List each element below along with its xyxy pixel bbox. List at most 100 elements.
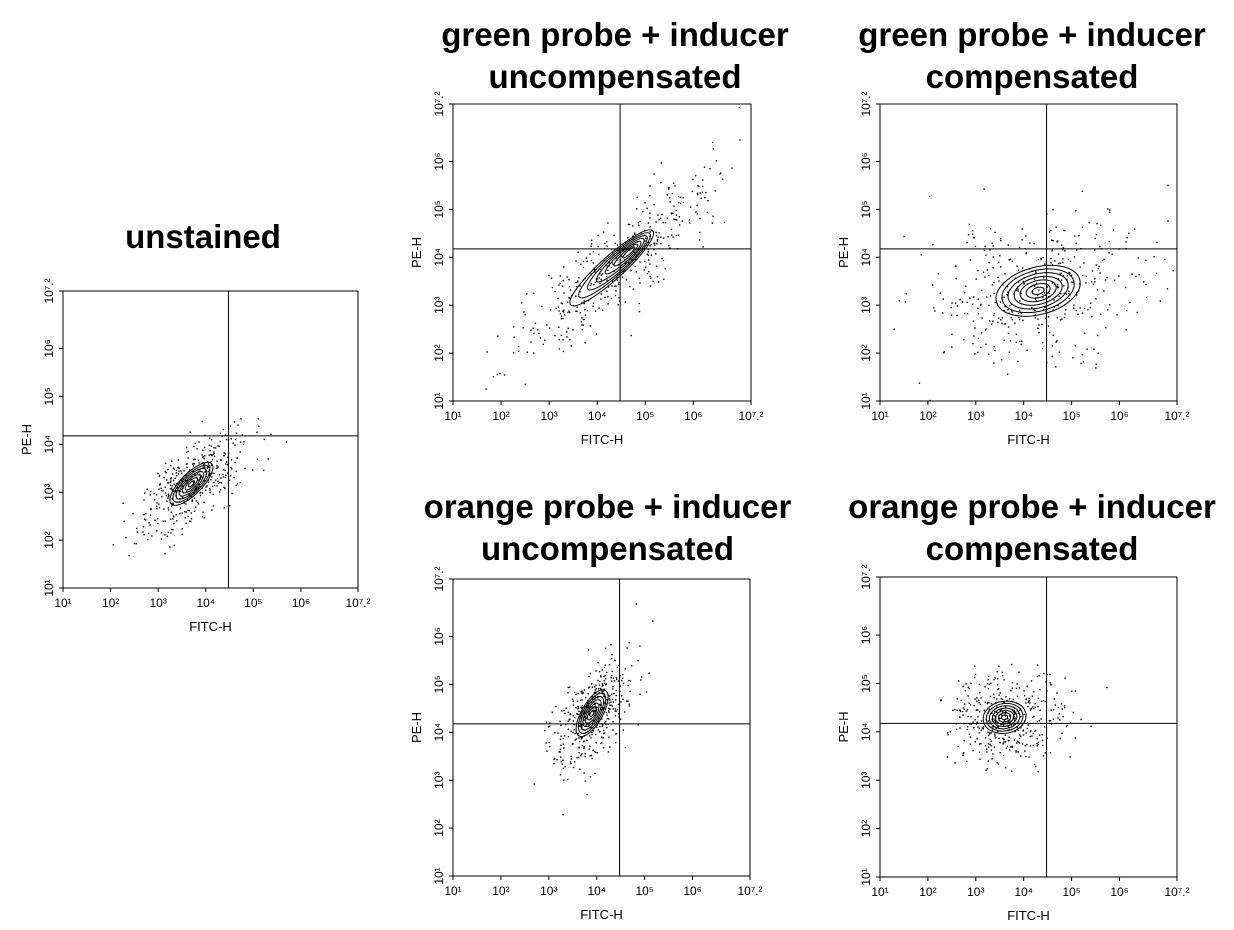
event-dot [962,714,964,716]
event-dot [539,337,542,339]
event-dot [611,670,613,673]
event-dot [1040,258,1042,261]
event-dot [583,747,585,749]
event-dot [614,741,617,744]
plot-frame [879,576,1178,878]
event-dot [224,487,226,489]
event-dot [699,231,701,234]
event-dot [175,514,177,516]
event-dot [706,211,709,213]
event-dot [1011,311,1014,313]
event-dot [1002,754,1005,757]
event-dot [1013,712,1015,714]
event-dot [990,682,992,685]
event-dot [1041,700,1043,703]
event-dot [558,284,560,286]
event-dot [1028,697,1030,699]
event-dot [984,245,986,248]
event-dot [1073,304,1075,306]
event-dot [1057,277,1060,280]
event-dot [620,695,623,697]
event-dot [1000,238,1002,240]
event-dot [579,291,581,293]
event-dot [1011,746,1013,749]
event-dot [666,194,668,196]
event-dot [591,696,593,698]
event-dot [645,266,647,268]
event-dot [556,758,558,761]
event-dot [521,302,523,304]
event-dot [156,530,158,532]
event-dot [143,513,145,516]
event-dot [492,376,495,378]
event-dot [1030,680,1033,682]
event-dot [958,680,960,682]
event-dot [1063,707,1066,709]
event-dot [554,732,556,734]
event-dot [1059,737,1061,740]
event-dot [212,493,214,495]
event-dot [661,257,663,260]
event-dot [1008,749,1011,751]
event-dot [578,277,580,279]
event-dot [581,699,583,701]
event-dot [593,750,596,753]
event-dot [209,437,211,439]
event-dot [561,303,563,305]
event-dot [1009,715,1011,717]
event-dot [985,769,987,771]
event-dot [224,469,226,472]
event-dot [1049,720,1052,722]
event-dot [997,688,1000,690]
event-dot [1126,237,1128,239]
title-line-2: compensated [925,530,1139,567]
panel-title-orange-compensated: orange probe + inducer compensated [822,486,1234,570]
event-dot [602,309,604,311]
contour-ring [985,702,1024,732]
event-dot [167,496,170,498]
event-dot [613,234,615,236]
event-dot [652,280,654,283]
event-dot [546,750,548,752]
event-dot [210,461,212,463]
event-dot [1064,677,1066,679]
event-dot [990,745,992,747]
event-dot [1075,309,1078,312]
event-dot [162,490,164,492]
event-dot [202,466,205,468]
event-dot [559,282,561,285]
event-dot [112,544,114,546]
event-dot [1079,307,1081,309]
event-dot [164,486,166,488]
event-dot [179,512,181,515]
event-dot [603,702,605,704]
event-dot [929,399,931,402]
event-dot [213,481,215,484]
event-dot [210,445,213,447]
event-dot [160,538,163,540]
event-dot [587,693,589,695]
event-dot [1018,671,1020,673]
event-dot [219,440,221,443]
title-line: unstained [125,218,281,255]
event-dot [1026,727,1028,730]
event-dot [987,743,990,745]
event-dot [169,481,172,483]
event-dot [669,247,671,249]
event-dot [1030,707,1032,710]
event-dot [1054,704,1057,706]
event-dot [590,283,592,285]
event-dot [602,707,605,709]
event-dot [1058,713,1061,715]
x-tick-label: 10³ [540,884,557,898]
event-dot [1000,319,1002,321]
event-dot [682,201,685,204]
event-dot [603,729,605,732]
event-dot [994,719,996,722]
event-dot [587,687,590,689]
event-dot [1006,293,1008,296]
event-dot [1000,240,1002,242]
event-dot [581,317,583,319]
event-dot [1017,290,1019,292]
event-dot [171,473,174,475]
